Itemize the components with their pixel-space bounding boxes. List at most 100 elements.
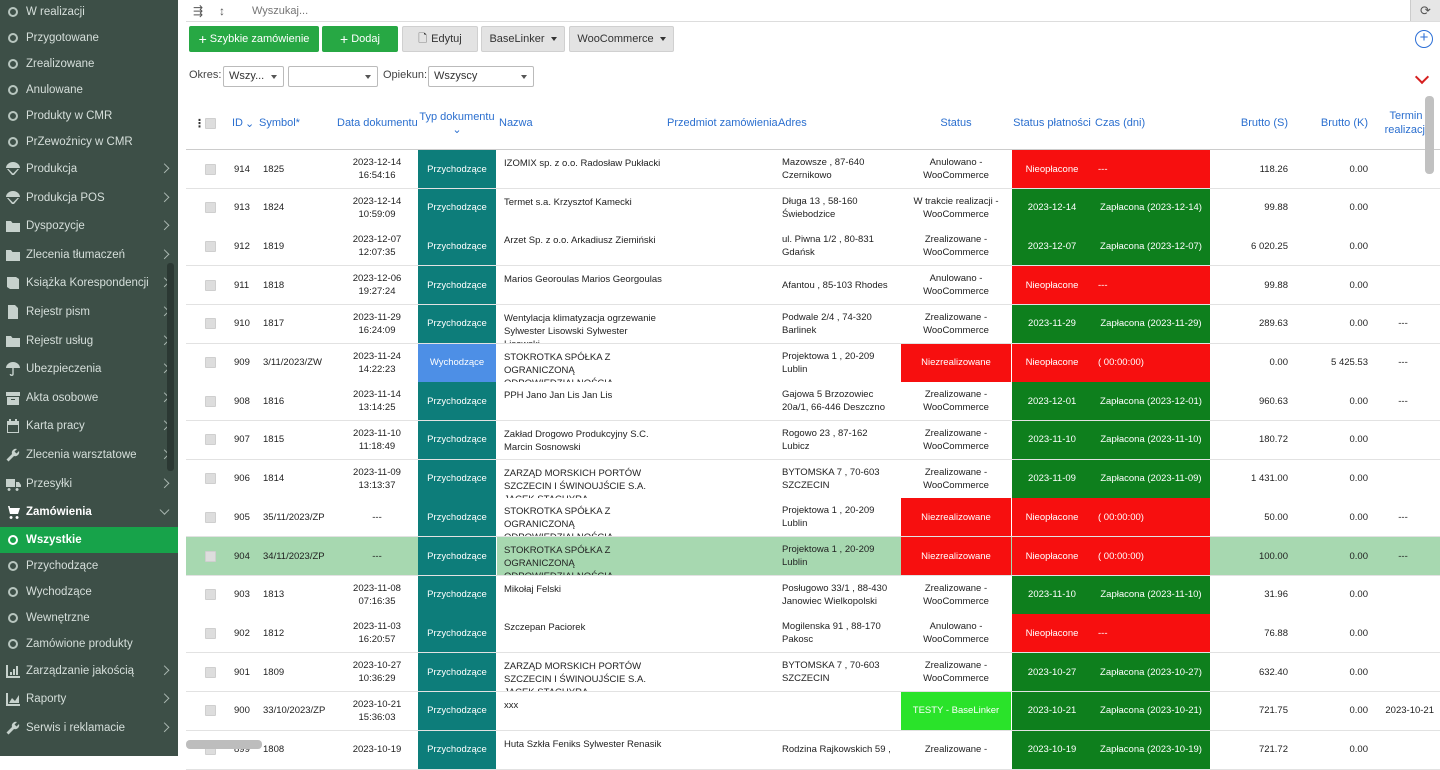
table-row[interactable]: 907 1815 2023-11-10 11:18:49 Przychodzące Zak… [186,420,1440,460]
sidebar-item-wszystkie[interactable]: Wszystkie [0,526,178,553]
sidebar-item-produkcja[interactable]: Produkcja [0,155,178,183]
row-checkbox[interactable] [203,460,217,498]
refresh-button[interactable]: ⟳ [1410,0,1440,21]
row-checkbox[interactable] [203,576,217,614]
sidebar-item-zamówienia[interactable]: Zamówienia [0,498,178,526]
cell-nazwa-text: Termet s.a. Krzysztof Kamecki [504,196,632,208]
sidebar-item-zlecenia-warsztatowe[interactable]: Zlecenia warsztatowe [0,441,178,469]
table-row[interactable]: 911 1818 2023-12-06 19:27:24 Przychodzące Mar… [186,266,1440,306]
sidebar-item-wewnętrzne[interactable]: Wewnętrzne [0,605,178,631]
col-typ[interactable]: Typ dokumentu ⌄ [418,96,496,150]
table-row[interactable]: 900 33/10/2023/ZP 2023-10-21 15:36:03 Przych… [186,691,1440,731]
sidebar-item-zarządzanie-jakością[interactable]: Zarządzanie jakością [0,657,178,685]
row-checkbox[interactable] [203,653,217,691]
sidebar-item-rejestr-usług[interactable]: Rejestr usług [0,327,178,355]
cell-termin [1372,614,1434,652]
row-checkbox[interactable] [203,305,217,343]
column-menu-icon[interactable]: ⋮ [194,117,205,130]
col-czas[interactable]: Czas (dni) [1095,96,1155,150]
table-row[interactable]: 904 34/11/2023/ZP --- Przychodzące STOKROTKA… [186,537,1440,576]
col-przedmiot-label: Przedmiot zamówienia [667,117,778,129]
row-checkbox[interactable] [203,266,217,304]
table-row[interactable]: 912 1819 2023-12-07 12:07:35 Przychodzące Arz… [186,227,1440,267]
row-checkbox[interactable] [203,421,217,459]
opiekun-select[interactable]: Wszyscy [428,66,534,87]
select-all-checkbox[interactable] [205,96,219,150]
add-circle-icon[interactable]: + [1415,30,1433,48]
sidebar-item-anulowane[interactable]: Anulowane [0,77,178,103]
table-row[interactable]: 901 1809 2023-10-27 10:36:29 Przychodzące ZAR… [186,653,1440,693]
tree-view-icon[interactable]: ⇶ [192,3,204,18]
row-checkbox[interactable] [203,150,217,188]
col-brutto-s[interactable]: Brutto (S) [1216,96,1288,150]
table-row[interactable]: 906 1814 2023-11-09 13:13:37 Przychodzące ZAR… [186,459,1440,499]
sidebar-item-przewoźnicy-w-cmr[interactable]: PrZewoźnicy w CMR [0,129,178,155]
sidebar-item-serwis-i-reklamacie[interactable]: Serwis i reklamacie [0,714,178,742]
cell-termin [1372,731,1434,769]
table-row[interactable]: 899 1808 2023-10-19 Przychodzące Huta Szkła … [186,730,1440,770]
sidebar-item-wychodzące[interactable]: Wychodzące [0,579,178,605]
row-checkbox[interactable] [203,692,217,730]
sidebar-item-przychodzące[interactable]: Przychodzące [0,553,178,579]
woocommerce-dropdown[interactable]: WooCommerce [569,26,674,52]
sidebar-item-w-realizacji[interactable]: W realizacji [0,0,178,25]
row-checkbox[interactable] [203,614,217,652]
sidebar-item-rejestr-pism[interactable]: Rejestr pism [0,298,178,326]
sidebar-item-przygotowane[interactable]: Przygotowane [0,25,178,51]
baselinker-dropdown[interactable]: BaseLinker [481,26,565,52]
col-adres[interactable]: Adres [778,96,818,150]
chevron-down-icon[interactable] [1414,69,1430,85]
search-input[interactable] [252,1,1402,20]
table-row[interactable]: 910 1817 2023-11-29 16:24:09 Przychodzące Wen… [186,304,1440,344]
period-select[interactable] [288,66,378,87]
row-checkbox[interactable] [203,227,217,265]
sidebar-item-akta-osobowe[interactable]: Akta osobowe [0,384,178,412]
sidebar-item-zlecenia-tłumaczeń[interactable]: Zlecenia tłumaczeń [0,241,178,269]
col-przedmiot[interactable]: Przedmiot zamówienia [667,96,778,150]
sidebar-item-ubezpieczenia[interactable]: Ubezpieczenia [0,355,178,383]
sidebar-item-zrealizowane[interactable]: Zrealizowane [0,51,178,77]
table-row[interactable]: 914 1825 2023-12-14 16:54:16 Przychodzące IZO… [186,150,1440,189]
col-id[interactable]: ID ⌄ [232,96,256,150]
row-checkbox[interactable] [203,189,217,227]
sort-icon[interactable]: ↕ [219,3,225,18]
table-row[interactable]: 913 1824 2023-12-14 10:59:09 Przychodzące Ter… [186,188,1440,228]
okres-select[interactable]: Wszy... [223,66,284,87]
col-status-platnosci[interactable]: Status płatności [1012,96,1092,150]
col-brutto-k[interactable]: Brutto (K) [1296,96,1368,150]
sidebar-item-karta-pracy[interactable]: Karta pracy [0,412,178,440]
col-symbol[interactable]: Symbol* [259,96,319,150]
sidebar-item-produkty-w-cmr[interactable]: Produkty w CMR [0,103,178,129]
row-checkbox[interactable] [203,731,217,769]
cell-nazwa: ZARZĄD MORSKICH PORTÓW SZCZECIN I ŚWINOU… [504,653,664,691]
cell-adres: Rodzina Rajkowskich 59 , [782,731,897,769]
col-termin[interactable]: Termin realizacji [1372,96,1440,150]
table-row[interactable]: 905 35/11/2023/ZP --- Przychodzące STOKROTKA… [186,498,1440,538]
row-checkbox[interactable] [203,537,217,575]
sidebar: W realizacji Przygotowane Zrealizowane Anul… [0,0,178,756]
row-checkbox[interactable] [203,498,217,536]
sidebar-item-zamówione-produkty[interactable]: Zamówione produkty [0,631,178,657]
table-row[interactable]: 902 1812 2023-11-03 16:20:57 Przychodzące Szc… [186,614,1440,654]
col-status[interactable]: Status [901,96,1011,150]
sidebar-item-książka-korespondencji[interactable]: Książka Korespondencji [0,269,178,297]
sidebar-item-raporty[interactable]: Raporty [0,685,178,713]
sidebar-item-przesyłki[interactable]: Przesyłki [0,470,178,498]
horizontal-scrollbar[interactable] [186,740,262,749]
vertical-scrollbar[interactable] [1425,96,1434,174]
row-checkbox[interactable] [203,344,217,382]
table-row[interactable]: 908 1816 2023-11-14 13:14:25 Przychodzące PPH… [186,382,1440,422]
table-row[interactable]: 909 3/11/2023/ZW 2023-11-24 14:22:23 Wychodz… [186,343,1440,383]
table-row[interactable]: 903 1813 2023-11-08 07:16:35 Przychodzące Mik… [186,575,1440,615]
quick-order-button[interactable]: + Szybkie zamówienie [189,26,319,52]
sidebar-scrollbar[interactable] [167,263,174,471]
cell-typ: Przychodzące [418,575,497,614]
col-nazwa[interactable]: Nazwa [499,96,539,150]
cell-typ: Przychodzące [418,459,497,498]
edit-button[interactable]: 🗋 Edytuj [402,26,478,52]
row-checkbox[interactable] [203,382,217,420]
sidebar-item-produkcja-pos[interactable]: Produkcja POS [0,184,178,212]
sidebar-item-dyspozycje[interactable]: Dyspozycje [0,212,178,240]
col-data[interactable]: Data dokumentu [337,96,418,150]
add-button[interactable]: + Dodaj [322,26,398,52]
